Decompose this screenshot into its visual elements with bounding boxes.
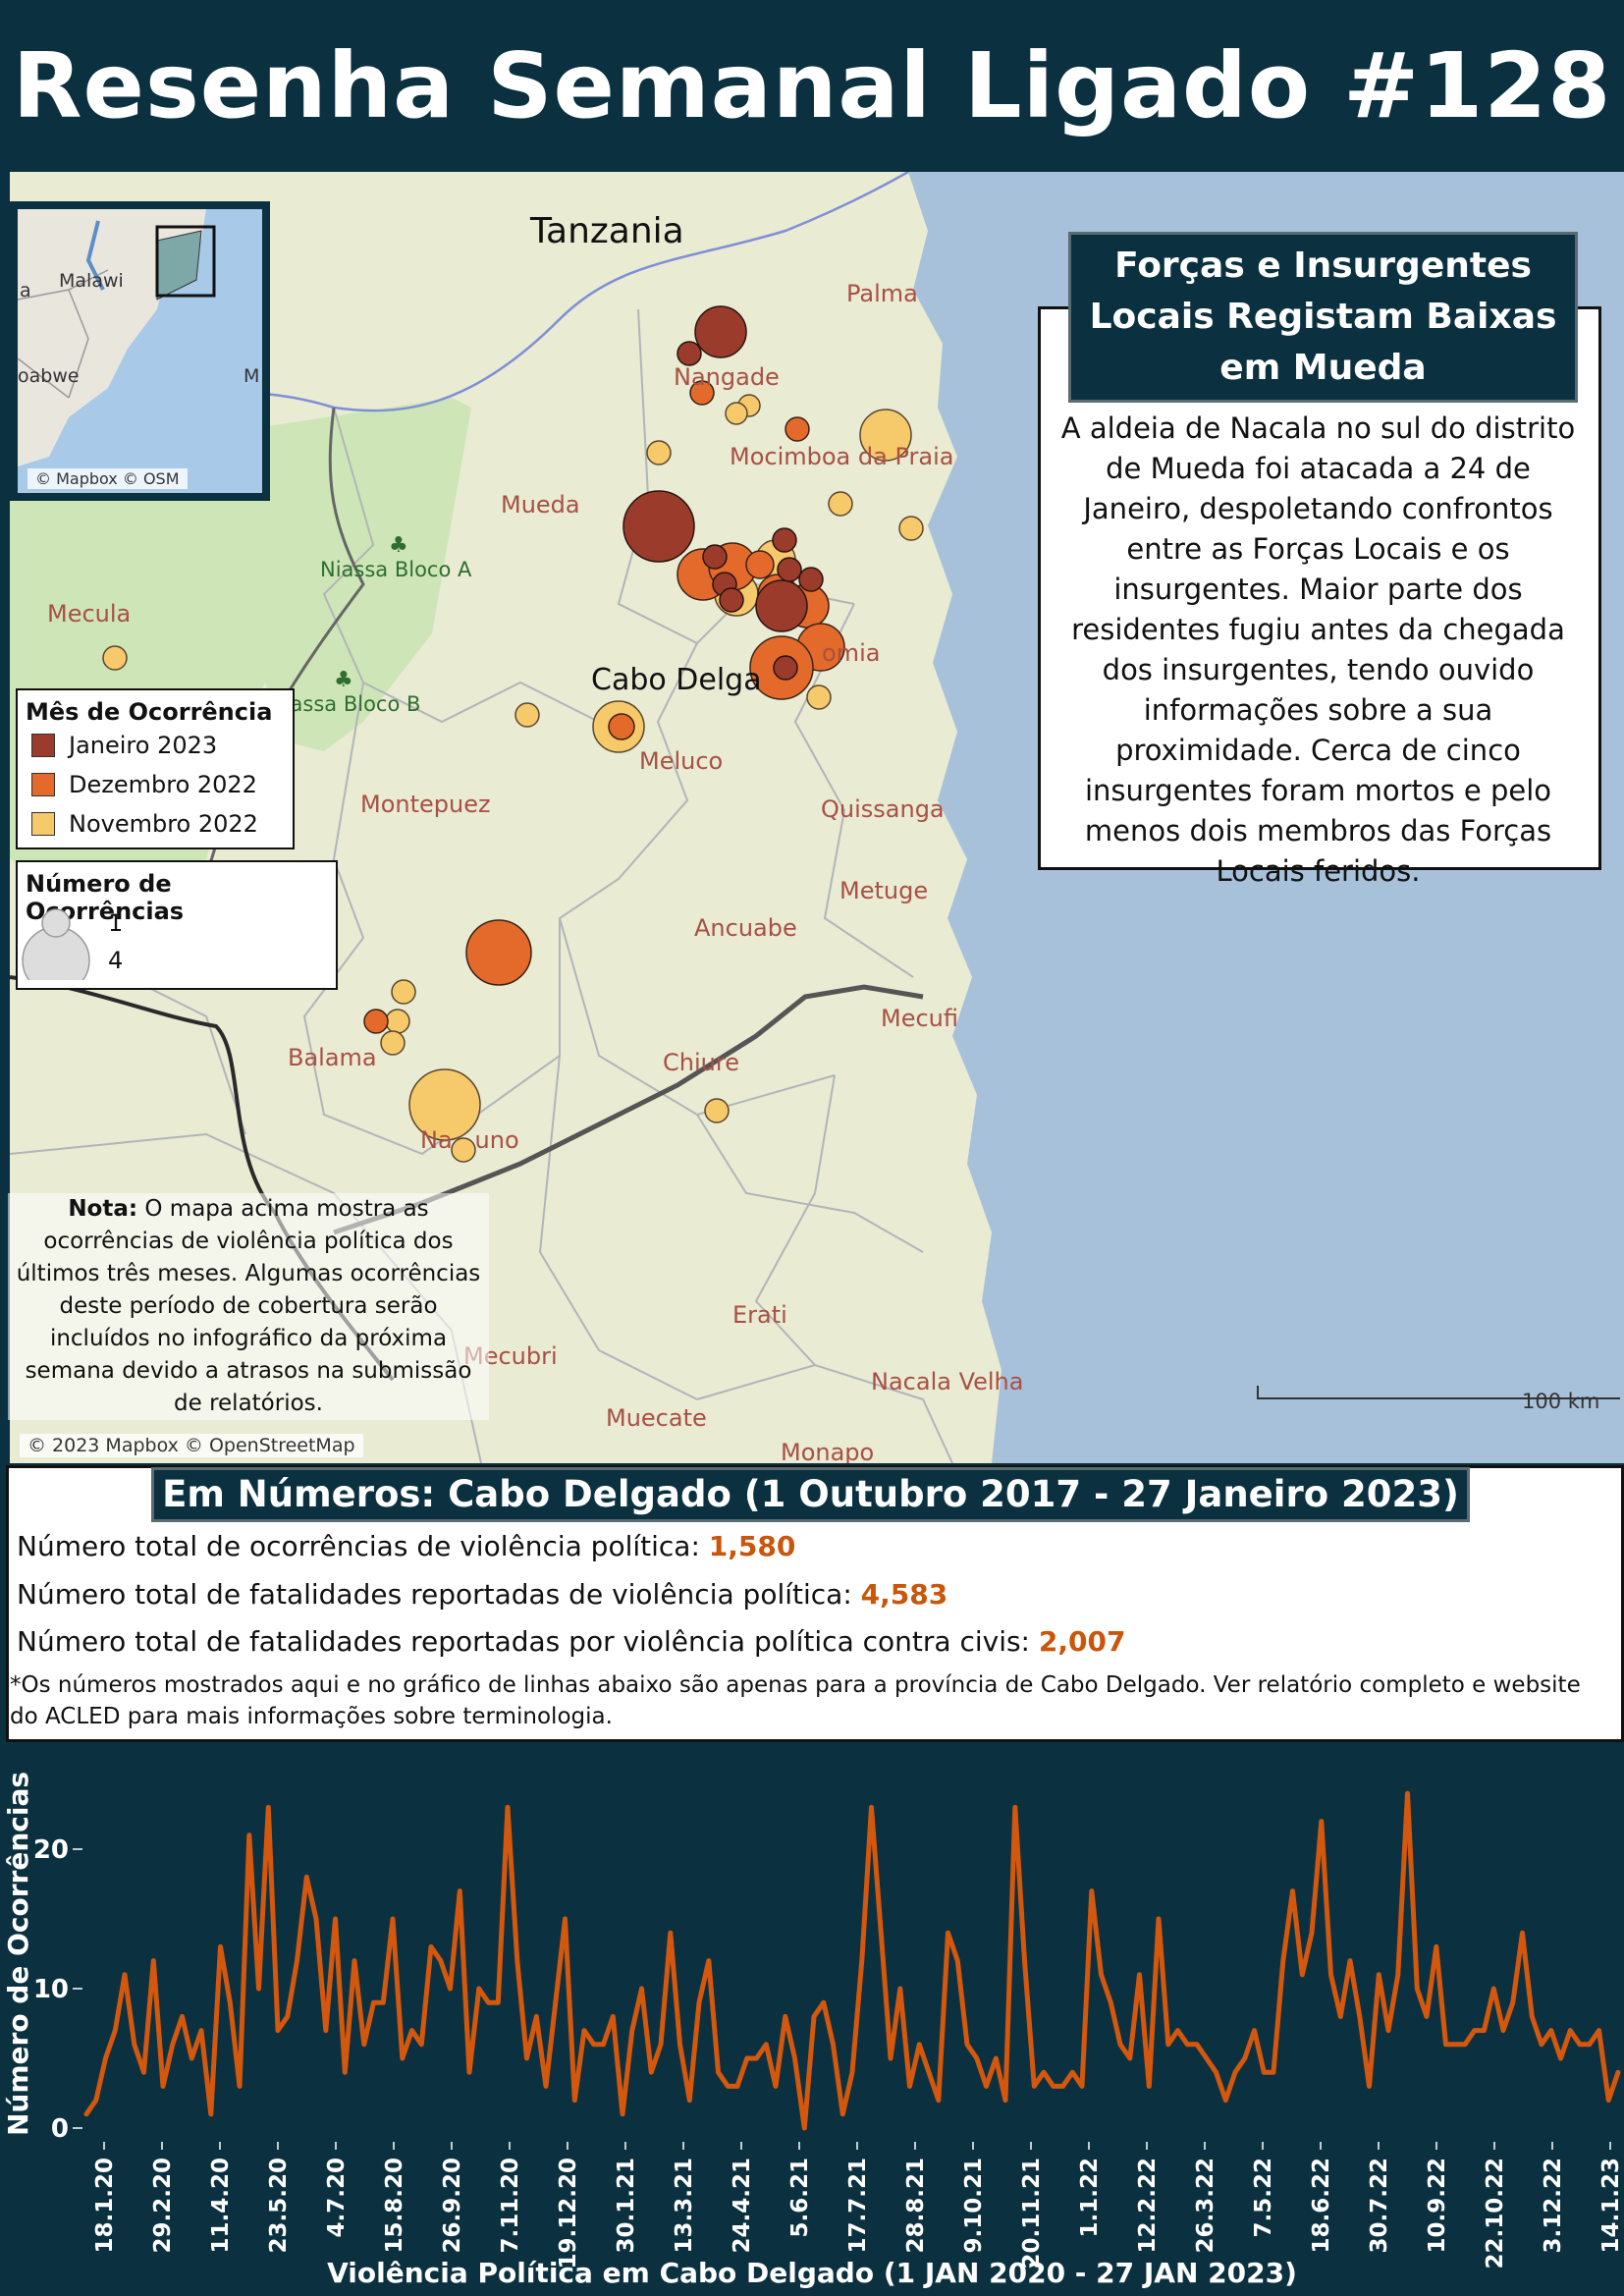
series-line bbox=[83, 1790, 1621, 2131]
title-bar bbox=[0, 0, 1624, 172]
tree-icon: ♣ bbox=[389, 533, 408, 558]
x-tick-label: 7.5.22 bbox=[1251, 2158, 1276, 2238]
x-tick-label: 7.11.20 bbox=[498, 2158, 523, 2254]
place-label: Muecate bbox=[606, 1404, 707, 1432]
inset-map-graphic bbox=[17, 209, 262, 493]
size-legend-label-large: 4 bbox=[108, 947, 124, 974]
x-tick-label: 10.9.22 bbox=[1425, 2158, 1450, 2254]
story-body: A aldeia de Nacala no sul do distrito de… bbox=[1060, 411, 1576, 888]
x-tick-label: 17.7.21 bbox=[845, 2158, 871, 2254]
legend-swatch bbox=[31, 773, 55, 796]
place-label: Mueda bbox=[501, 491, 580, 519]
place-label: Mecufi bbox=[881, 1005, 958, 1032]
events-january bbox=[623, 305, 824, 681]
y-tick-label: 10 bbox=[33, 1975, 69, 2004]
map-attribution[interactable]: © 2023 Mapbox © OpenStreetMap bbox=[20, 1434, 363, 1457]
stats-heading: Em Números: Cabo Delgado (1 Outubro 2017… bbox=[151, 1467, 1470, 1522]
legend-swatch bbox=[31, 812, 55, 836]
legend-item-january: Janeiro 2023 bbox=[31, 732, 217, 759]
x-tick-label: 4.7.20 bbox=[324, 2158, 350, 2238]
y-axis-label: Número de Ocorrências bbox=[2, 1772, 34, 2136]
note-text: O mapa acima mostra as ocorrências de vi… bbox=[16, 1196, 481, 1416]
place-label: Na uno bbox=[420, 1126, 519, 1154]
place-label: Nacala Velha bbox=[871, 1368, 1024, 1395]
x-tick-label: 18.6.22 bbox=[1309, 2158, 1334, 2254]
page-title: Resenha Semanal Ligado #128 bbox=[12, 33, 1612, 138]
stat-value: 4,583 bbox=[860, 1578, 948, 1611]
x-tick-label: 24.4.21 bbox=[730, 2158, 755, 2254]
size-legend: Número de Ocorrências 1 4 bbox=[16, 860, 338, 990]
place-label: Quissanga bbox=[821, 795, 945, 823]
place-label: Ancuabe bbox=[694, 914, 797, 942]
inset-attribution: © Mapbox © OSM bbox=[27, 468, 188, 489]
park-label: ♣ Niassa Bloco A bbox=[320, 533, 472, 581]
place-label: Chiure bbox=[663, 1049, 739, 1076]
x-tick-label: 13.3.21 bbox=[672, 2158, 697, 2254]
scale-bar bbox=[1257, 1397, 1620, 1399]
size-legend-label-small: 1 bbox=[108, 909, 124, 937]
lurio-border bbox=[333, 984, 924, 1235]
line-chart-area: 0 10 20 Número de Ocorrências 18.1.20 29.2.20… bbox=[0, 1740, 1624, 2296]
country-label-tanzania: Tanzania bbox=[530, 211, 684, 251]
stats-footnote: *Os números mostrados aqui e no gráfico … bbox=[10, 1672, 1581, 1729]
stat-civilian-fatalities: Número total de fatalidades reportadas p… bbox=[17, 1625, 1126, 1658]
x-tick-label: 29.2.20 bbox=[150, 2158, 176, 2254]
x-tick-label: 9.10.21 bbox=[961, 2158, 987, 2254]
place-label: Montepuez bbox=[360, 791, 491, 818]
x-tick-label: 26.9.20 bbox=[440, 2158, 465, 2254]
place-label: Mecula bbox=[47, 600, 132, 628]
place-label: Meluco bbox=[639, 747, 724, 775]
x-tick-label: 19.12.20 bbox=[556, 2158, 581, 2269]
x-tick-label: 23.5.20 bbox=[266, 2158, 292, 2254]
x-tick-label: 20.11.21 bbox=[1019, 2158, 1045, 2269]
x-tick-label: 22.10.22 bbox=[1483, 2158, 1508, 2269]
stat-events: Número total de ocorrências de violência… bbox=[17, 1530, 796, 1562]
x-axis-label: Violência Política em Cabo Delgado (1 JA… bbox=[327, 2257, 1297, 2289]
stat-value: 1,580 bbox=[708, 1530, 796, 1562]
place-label: Monapo bbox=[781, 1439, 875, 1463]
x-tick-label: 5.6.21 bbox=[787, 2158, 813, 2238]
stat-value: 2,007 bbox=[1038, 1625, 1126, 1658]
inset-label: oabwe bbox=[18, 365, 80, 387]
note-label: Nota: bbox=[68, 1196, 138, 1222]
month-legend: Mês de Ocorrência Janeiro 2023 Dezembro … bbox=[16, 688, 295, 849]
size-legend-circles bbox=[22, 908, 90, 980]
legend-item-december: Dezembro 2022 bbox=[31, 771, 257, 798]
place-label: Mocimboa da Praia bbox=[730, 443, 954, 470]
legend-title: Mês de Ocorrência bbox=[26, 698, 273, 726]
tree-icon: ♣ bbox=[334, 668, 353, 692]
place-label: Nangade bbox=[674, 363, 780, 391]
inset-label: a bbox=[20, 280, 31, 301]
place-label: omia bbox=[822, 639, 881, 667]
x-tick-label: 3.12.22 bbox=[1541, 2158, 1566, 2254]
stat-fatalities: Número total de fatalidades reportadas d… bbox=[17, 1578, 948, 1611]
place-label: Erati bbox=[732, 1301, 787, 1329]
x-tick-label: 12.2.22 bbox=[1135, 2158, 1161, 2254]
place-label: Palma bbox=[846, 280, 918, 307]
y-tick-label: 0 bbox=[51, 2114, 69, 2144]
inset-label: Malawi bbox=[59, 270, 124, 292]
y-tick-label: 20 bbox=[33, 1835, 69, 1865]
x-tick-label: 28.8.21 bbox=[903, 2158, 929, 2254]
x-tick-label: 30.1.21 bbox=[614, 2158, 639, 2254]
x-tick-label: 11.4.20 bbox=[208, 2158, 234, 2254]
place-label-cabo-delgado: Cabo Delga bbox=[591, 663, 762, 697]
legend-item-november: Novembro 2022 bbox=[31, 810, 258, 838]
x-tick-label: 1.1.22 bbox=[1077, 2158, 1103, 2238]
x-tick-label: 26.3.22 bbox=[1193, 2158, 1218, 2254]
inset-label: M bbox=[244, 365, 260, 387]
scale-label: 100 km bbox=[1522, 1390, 1600, 1413]
place-label: Balama bbox=[288, 1044, 377, 1071]
x-tick-label: 30.7.22 bbox=[1367, 2158, 1392, 2254]
place-label: Metuge bbox=[839, 877, 929, 904]
map-note: Nota: O mapa acima mostra as ocorrências… bbox=[8, 1193, 489, 1420]
x-tick-label: 15.8.20 bbox=[382, 2158, 407, 2254]
inset-map[interactable]: Malawi a oabwe M © Mapbox © OSM bbox=[10, 201, 270, 501]
story-heading: Forças e Insurgentes Locais Registam Bai… bbox=[1068, 232, 1578, 403]
x-tick-label: 14.1.23 bbox=[1598, 2158, 1624, 2254]
x-tick-label: 18.1.20 bbox=[92, 2158, 118, 2254]
legend-swatch bbox=[31, 734, 55, 757]
